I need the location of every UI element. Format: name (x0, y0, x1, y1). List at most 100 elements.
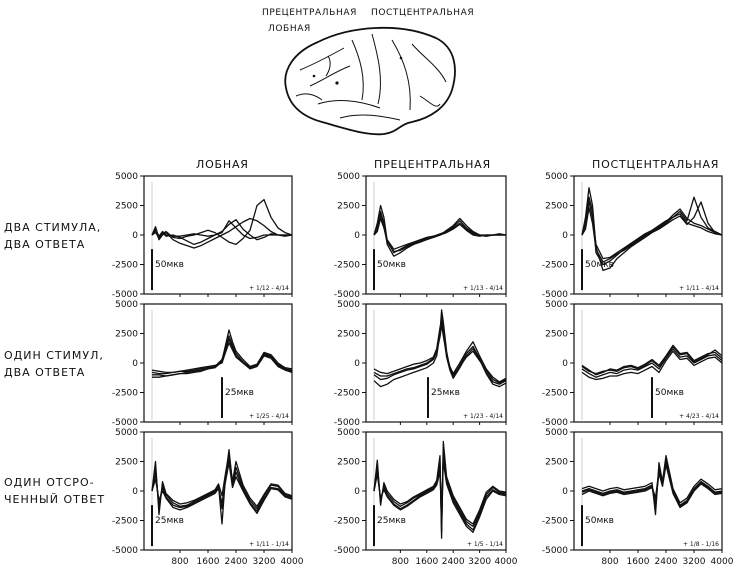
y-tick-label: -5000 (542, 546, 568, 556)
series-line (151, 198, 293, 246)
row-title-line: ЧЕННЫЙ ОТВЕТ (4, 493, 106, 506)
y-tick-label: 2500 (337, 202, 360, 212)
x-tick-label: 3200 (683, 557, 706, 567)
y-tick-label: 0 (562, 231, 568, 241)
x-tick-label: 4000 (711, 557, 734, 567)
panel: 5000 2500 0 -2500 -5000 25мкв + 1/23 - 4/14 (334, 300, 507, 428)
y-tick-label: 2500 (115, 458, 138, 468)
y-tick-label: -2500 (112, 261, 138, 271)
calibration-label: 50мкв (585, 516, 614, 526)
y-tick-label: -5000 (542, 418, 568, 428)
y-tick-label: -2500 (542, 261, 568, 271)
calibration-label: 25мкв (225, 388, 254, 398)
y-tick-label: 2500 (545, 458, 568, 468)
corner-note: + 1/11 - 4/14 (679, 285, 719, 292)
corner-note: + 4/23 - 4/14 (679, 413, 719, 420)
y-tick-label: -5000 (112, 418, 138, 428)
column-title-postcentral: ПОСТЦЕНТРАЛЬНАЯ (592, 158, 720, 171)
series-line (581, 345, 723, 375)
x-tick-label: 1600 (627, 557, 650, 567)
series-line (581, 460, 723, 507)
panel-frame (365, 303, 507, 423)
panel: 5000 2500 0 -2500 -5000 50мкв + 4/23 - 4/14 (542, 300, 723, 428)
series-line (373, 204, 506, 254)
series-line (581, 464, 723, 509)
x-tick-label: 3200 (468, 557, 491, 567)
series-line (152, 338, 293, 378)
y-tick-label: 0 (354, 359, 360, 369)
series-line (373, 217, 506, 253)
series-line (581, 348, 723, 378)
y-tick-label: 2500 (337, 458, 360, 468)
y-tick-label: 0 (132, 359, 138, 369)
x-tick-label: 1600 (415, 557, 438, 567)
calibration-label: 25мкв (377, 516, 406, 526)
calibration-label: 50мкв (585, 260, 614, 270)
x-tick-label: 800 (392, 557, 409, 567)
panel: 5000 2500 0 -2500 -5000 800 1600 2400 3200 4000 50… (542, 428, 734, 567)
y-tick-label: -2500 (542, 517, 568, 527)
series-line (151, 462, 293, 515)
y-tick-label: 2500 (115, 330, 138, 340)
y-tick-label: 2500 (115, 202, 138, 212)
brain-sulci (295, 33, 447, 121)
y-tick-label: -2500 (334, 517, 360, 527)
y-tick-label: 5000 (337, 172, 360, 182)
row-title-line: ДВА СТИМУЛА, (4, 221, 102, 234)
x-tick-label: 4000 (281, 557, 304, 567)
series-line (373, 319, 507, 388)
series-line (373, 214, 506, 250)
calibration-label: 50мкв (655, 388, 684, 398)
series-line (373, 454, 507, 531)
row-title-two-stimuli: ДВА СТИМУЛА, ДВА ОТВЕТА (4, 219, 101, 253)
brain-outline (284, 26, 456, 136)
row-title-line: ДВА ОТВЕТА (4, 366, 86, 379)
corner-note: + 1/5 - 1/14 (467, 541, 503, 548)
x-tick-label: 2400 (442, 557, 465, 567)
x-tick-label: 800 (171, 557, 188, 567)
y-tick-label: -5000 (112, 546, 138, 556)
series-line (581, 201, 723, 260)
y-tick-label: 5000 (545, 300, 568, 310)
y-tick-label: -5000 (334, 418, 360, 428)
y-tick-label: -2500 (542, 389, 568, 399)
x-tick-label: 3200 (253, 557, 276, 567)
y-tick-label: -5000 (542, 290, 568, 300)
series-line (373, 440, 507, 533)
y-tick-label: 5000 (115, 300, 138, 310)
calibration-label: 25мкв (431, 388, 460, 398)
series-line (373, 324, 507, 384)
y-tick-label: -2500 (112, 389, 138, 399)
series-line (151, 449, 293, 525)
series-line (373, 460, 507, 533)
y-tick-label: 5000 (337, 300, 360, 310)
panel: 5000 2500 0 -2500 -5000 50мкв + 1/13 - 4/14 (334, 172, 507, 300)
row-title-line: ОДИН СТИМУЛ, (4, 349, 104, 362)
series-line (151, 329, 293, 375)
series-line (373, 315, 507, 383)
y-tick-label: -2500 (334, 389, 360, 399)
series-line (151, 452, 293, 516)
row-title-one-stimulus: ОДИН СТИМУЛ, ДВА ОТВЕТА (4, 347, 104, 381)
y-tick-label: -5000 (112, 290, 138, 300)
brain-label-precentral: ПРЕЦЕНТРАЛЬНАЯ (262, 8, 357, 18)
panel: 5000 2500 0 -2500 -5000 50мкв + 1/12 - 4/14 (112, 172, 293, 300)
y-tick-label: 5000 (115, 172, 138, 182)
y-tick-label: 5000 (545, 172, 568, 182)
y-tick-label: 5000 (545, 428, 568, 438)
y-tick-label: 0 (132, 231, 138, 241)
calibration-label: 50мкв (377, 260, 406, 270)
column-title-frontal: ЛОБНАЯ (196, 158, 249, 171)
x-tick-label: 4000 (495, 557, 518, 567)
y-tick-label: 0 (562, 487, 568, 497)
y-tick-label: -5000 (334, 290, 360, 300)
y-tick-label: -2500 (112, 517, 138, 527)
corner-note: + 1/25 - 4/14 (249, 413, 289, 420)
series-line (151, 342, 293, 374)
x-tick-label: 2400 (655, 557, 678, 567)
y-tick-label: 2500 (337, 330, 360, 340)
panel: 5000 2500 0 -2500 -5000 800 1600 2400 3200 4000 25… (334, 428, 518, 567)
brain-label-frontal: ЛОБНАЯ (268, 24, 311, 34)
